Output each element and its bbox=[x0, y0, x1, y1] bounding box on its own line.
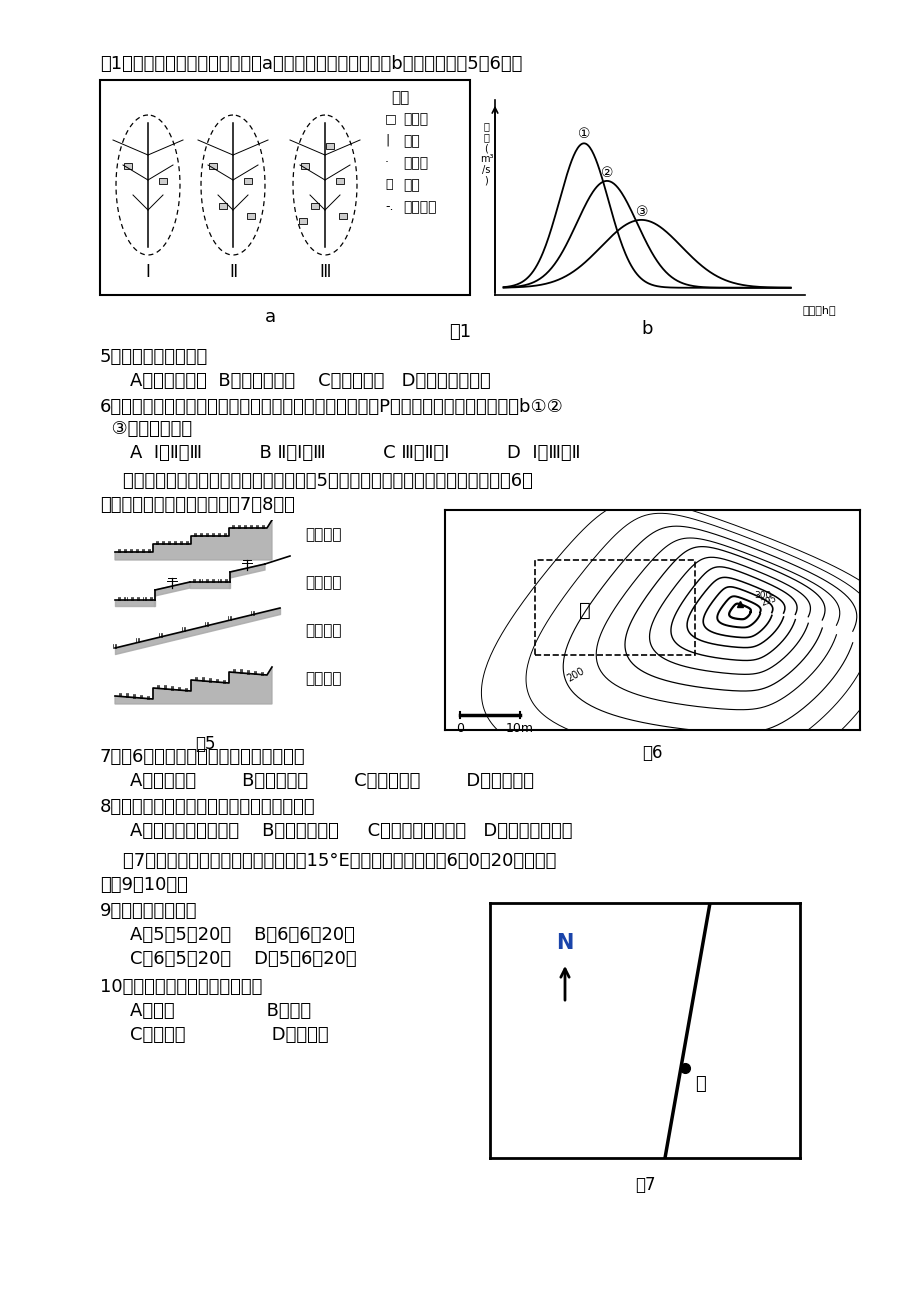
Bar bbox=[209, 163, 217, 169]
Text: 居民点: 居民点 bbox=[403, 112, 427, 126]
Bar bbox=[299, 217, 307, 224]
Text: 9．图中甲地时间为: 9．图中甲地时间为 bbox=[100, 902, 198, 921]
Bar bbox=[325, 143, 334, 148]
Text: ①: ① bbox=[578, 126, 590, 141]
Bar bbox=[219, 203, 227, 210]
Text: 300: 300 bbox=[754, 591, 770, 600]
Text: |: | bbox=[384, 134, 389, 147]
Bar bbox=[301, 163, 309, 169]
Text: 完成9～10题。: 完成9～10题。 bbox=[100, 876, 187, 894]
Text: 图例: 图例 bbox=[391, 90, 409, 105]
Text: 甲: 甲 bbox=[694, 1075, 705, 1092]
Text: A．水平梯田        B．坡式梯田        C．隔坡梯田        D．反坡梯田: A．水平梯田 B．坡式梯田 C．隔坡梯田 D．反坡梯田 bbox=[130, 772, 533, 790]
Polygon shape bbox=[230, 564, 265, 578]
Text: A．悉尼                B．上海: A．悉尼 B．上海 bbox=[130, 1003, 311, 1019]
Text: 图1示意某流域开发的三个阶段（a）和三条流量变化曲线（b）。读图回答5～6题。: 图1示意某流域开发的三个阶段（a）和三条流量变化曲线（b）。读图回答5～6题。 bbox=[100, 55, 522, 73]
Text: 河流: 河流 bbox=[403, 178, 419, 191]
Text: 图5: 图5 bbox=[195, 736, 215, 753]
Text: 图7: 图7 bbox=[634, 1176, 654, 1194]
Polygon shape bbox=[115, 519, 272, 560]
Text: 水文站: 水文站 bbox=[403, 156, 427, 171]
Text: b: b bbox=[641, 319, 652, 337]
Text: 某地等高线地形图。读图回答7～8题。: 某地等高线地形图。读图回答7～8题。 bbox=[100, 496, 295, 514]
Text: 图1: 图1 bbox=[448, 323, 471, 341]
Polygon shape bbox=[154, 582, 190, 596]
Text: Ⅱ: Ⅱ bbox=[229, 263, 237, 281]
Text: 5．该流域开发过程中: 5．该流域开发过程中 bbox=[100, 348, 208, 366]
Text: C．6日5时20分    D．5日6时20分: C．6日5时20分 D．5日6时20分 bbox=[130, 950, 357, 967]
Text: 8．在黄土高原缓坡上修筑反坡梯田的优点是: 8．在黄土高原缓坡上修筑反坡梯田的优点是 bbox=[100, 798, 315, 816]
Text: a: a bbox=[264, 309, 276, 326]
Bar bbox=[124, 163, 131, 169]
Text: 坡式梯田: 坡式梯田 bbox=[305, 624, 341, 638]
Bar bbox=[335, 178, 344, 184]
Text: N: N bbox=[556, 934, 573, 953]
Text: □: □ bbox=[384, 112, 396, 125]
Text: ③: ③ bbox=[635, 204, 648, 219]
Text: Ⅲ: Ⅲ bbox=[319, 263, 330, 281]
Text: ～: ～ bbox=[384, 178, 392, 191]
Text: 200: 200 bbox=[564, 667, 585, 684]
Text: 295: 295 bbox=[759, 594, 777, 608]
Text: A  Ⅰ、Ⅱ、Ⅲ          B Ⅱ、Ⅰ、Ⅲ          C Ⅲ、Ⅱ、Ⅰ          D  Ⅰ、Ⅲ、Ⅱ: A Ⅰ、Ⅱ、Ⅲ B Ⅱ、Ⅰ、Ⅲ C Ⅲ、Ⅱ、Ⅰ D Ⅰ、Ⅲ、Ⅱ bbox=[130, 444, 580, 462]
Bar bbox=[338, 214, 346, 219]
Text: 反坡梯田: 反坡梯田 bbox=[305, 672, 341, 686]
Text: ③分别对应的是: ③分别对应的是 bbox=[100, 421, 192, 437]
Text: 图6: 图6 bbox=[641, 743, 662, 762]
Text: ②: ② bbox=[600, 165, 613, 180]
Bar bbox=[246, 214, 255, 219]
Text: 时间（h）: 时间（h） bbox=[801, 305, 834, 315]
Text: 图7中的斜线示意晨昏线。甲地经度为15°E，假定西五区区时为6日0时20分。据此: 图7中的斜线示意晨昏线。甲地经度为15°E，假定西五区区时为6日0时20分。据此 bbox=[100, 852, 556, 870]
Text: A．5日5时20分    B．6日6时20分: A．5日5时20分 B．6日6时20分 bbox=[130, 926, 355, 944]
Text: 流域界线: 流域界线 bbox=[403, 201, 436, 214]
Text: 隔坡梯田: 隔坡梯田 bbox=[305, 575, 341, 591]
Text: 7．图6中甲区地形适合修筑的梯田类型是: 7．图6中甲区地形适合修筑的梯田类型是 bbox=[100, 749, 305, 766]
Text: C．雅加达               D．莫斯科: C．雅加达 D．莫斯科 bbox=[130, 1026, 328, 1044]
Text: 甲: 甲 bbox=[578, 600, 590, 620]
Text: 10．当日下列城市白昼最长的是: 10．当日下列城市白昼最长的是 bbox=[100, 978, 262, 996]
Text: 流
量
(
m³
/s
): 流 量 ( m³ /s ) bbox=[479, 121, 493, 186]
Bar bbox=[311, 203, 319, 210]
Bar bbox=[244, 178, 252, 184]
Text: 10m: 10m bbox=[505, 723, 533, 736]
Bar bbox=[100, 79, 470, 296]
Text: -.: -. bbox=[384, 201, 393, 214]
Text: A．保水保土效果更好    B．修筑难度小     C．利于机械化耕作   D．便于灌溉施肥: A．保水保土效果更好 B．修筑难度小 C．利于机械化耕作 D．便于灌溉施肥 bbox=[130, 822, 572, 840]
Text: 植被: 植被 bbox=[403, 134, 419, 148]
Text: A．降水量增加  B．蒸发量增加    C．下渗减少   D．地表径流减少: A．降水量增加 B．蒸发量增加 C．下渗减少 D．地表径流减少 bbox=[130, 372, 490, 391]
Text: ·: · bbox=[384, 156, 389, 169]
Bar bbox=[535, 560, 694, 655]
Text: 梯田是因地制宜发展农业生产的典范。图5是四种不同类型梯田的剖面示意图，图6是: 梯田是因地制宜发展农业生产的典范。图5是四种不同类型梯田的剖面示意图，图6是 bbox=[100, 473, 532, 490]
Text: 水平梯田: 水平梯田 bbox=[305, 527, 341, 543]
Text: 0: 0 bbox=[456, 723, 463, 736]
Bar bbox=[159, 178, 167, 184]
Text: 6．假设该流域三个阶段都经历了相同的一次暴雨过程，在P处形成的流量变化过程为图b①②: 6．假设该流域三个阶段都经历了相同的一次暴雨过程，在P处形成的流量变化过程为图b… bbox=[100, 398, 563, 417]
Text: Ⅰ: Ⅰ bbox=[145, 263, 151, 281]
Polygon shape bbox=[115, 667, 272, 704]
